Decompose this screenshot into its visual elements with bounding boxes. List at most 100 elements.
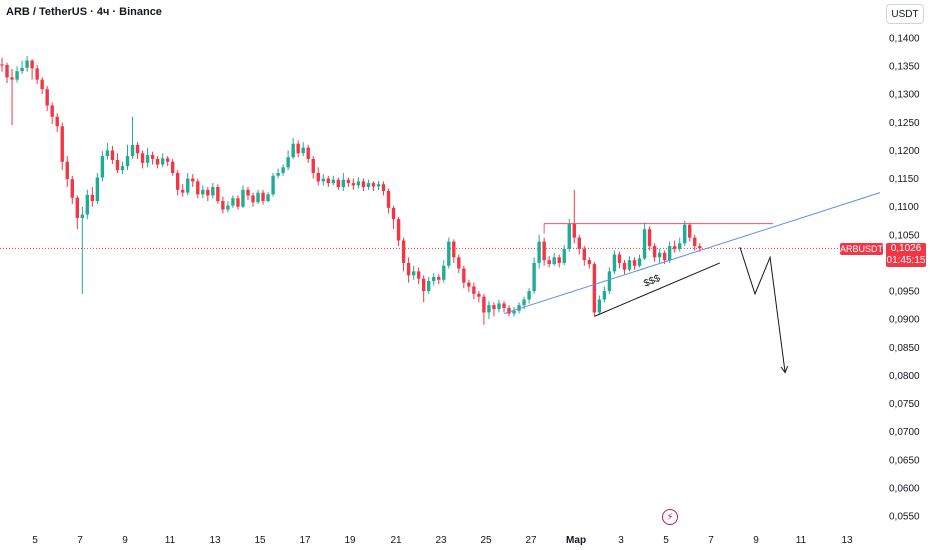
y-tick-label: 0,1400 [889,34,920,45]
candle-body [427,280,431,292]
chart-title: ARB / TetherUS · 4ч · Binance [6,6,162,18]
y-tick-label: 0,0700 [889,427,920,438]
candle-body [452,241,456,258]
candle-body [321,178,325,182]
x-tick-label: 15 [254,535,266,546]
x-tick-label: 11 [165,535,176,546]
candle-body [100,156,105,178]
candle-body [532,262,536,292]
candle-body [90,194,95,202]
candle-body [341,179,346,188]
candle-body [557,257,561,263]
y-tick-label: 0,0750 [889,399,920,410]
candle-body [462,268,466,283]
candle-body [135,144,140,154]
candle-body [140,153,145,163]
candle-body [251,195,255,203]
candle-body [371,183,376,187]
candle-body [0,64,4,66]
candle-body [296,143,300,154]
x-tick-label: 25 [480,535,492,546]
candle-body [115,160,120,171]
candle-body [662,252,667,261]
candle-body [607,271,612,292]
candle-body [527,291,531,300]
x-tick-label: 21 [390,535,402,546]
x-tick-label: 13 [209,535,221,546]
currency-button[interactable]: USDT [886,4,924,24]
candle-body [155,158,160,165]
x-tick-label: 19 [344,535,356,546]
candle-body [311,158,315,173]
current-price-tag: 0,1026 01:45:15 [886,243,926,267]
candle-body [105,150,110,157]
candle-body [331,179,336,184]
candle-body [432,277,436,281]
candle-body [421,278,426,292]
candle-body [587,260,592,265]
candle-body [261,192,265,202]
candle-body [492,305,496,310]
candle-body [386,190,391,208]
candle-body [612,254,617,272]
candle-body [502,303,506,308]
candle-body [346,179,351,184]
x-tick-label: 17 [299,535,311,546]
candle-body [637,258,642,266]
candle-body [241,189,245,207]
candle-body [221,201,225,210]
bar-countdown: 01:45:15 [886,255,926,266]
candle-body [181,189,185,193]
candle-body [85,194,90,215]
lightning-icon[interactable]: ⚡ [662,509,678,525]
candle-body [467,282,471,287]
liquidity-label: $$$ [642,273,662,290]
candle-body [597,299,602,313]
candle-body [120,166,125,171]
candle-body [411,271,416,276]
candle-body [577,237,581,249]
candle-body [381,184,386,191]
candle-body [40,79,44,90]
candle-body [391,207,396,220]
candle-body [602,291,607,300]
candle-body [617,254,622,263]
candle-body [326,178,330,184]
candle-body [165,158,170,162]
x-tick-label: 7 [708,535,714,546]
candle-body [110,150,115,161]
candle-body [80,214,85,218]
candle-body [437,277,441,280]
x-tick-label: 5 [663,535,669,546]
candle-body [376,184,381,187]
candle-body [160,158,165,165]
candle-body [266,194,270,202]
candle-body [657,252,662,258]
candle-body [482,296,486,313]
candle-body [256,192,260,203]
candle-body [552,257,556,265]
y-tick-label: 0,1200 [889,146,920,157]
candle-body [698,246,702,249]
candle-body [5,64,9,78]
candle-body [216,187,220,202]
symbol-price-label: ARBUSDT [840,243,884,255]
candle-body [356,181,361,186]
candle-body [627,260,632,270]
x-tick-label: 13 [841,535,853,546]
candle-body [286,157,290,168]
candle-body [150,154,155,159]
candle-body [447,241,451,266]
support-trendline [503,192,881,315]
candle-body [60,126,64,162]
candle-body [75,197,79,218]
liquidity-line [594,262,721,317]
candle-body [30,60,34,69]
y-tick-label: 0,1050 [889,230,920,241]
candle-body [316,172,320,182]
y-tick-label: 0,0850 [889,343,920,354]
candle-body [65,161,69,180]
candle-body [191,178,195,182]
candle-body [50,105,54,117]
